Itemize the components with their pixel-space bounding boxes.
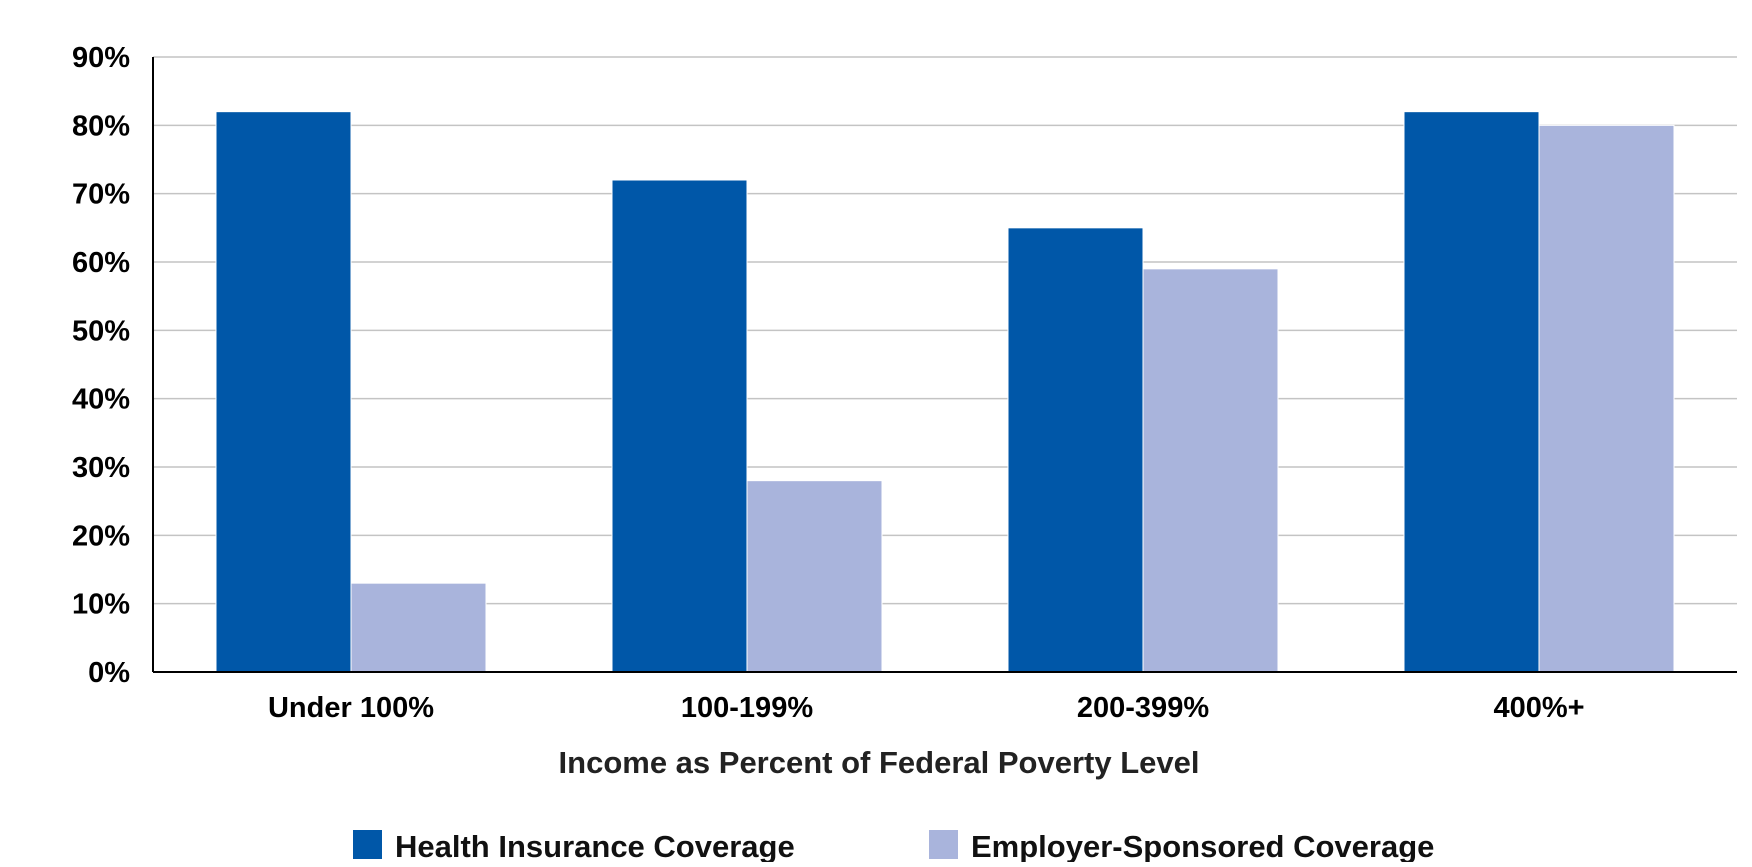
gridlines	[153, 56, 1737, 605]
y-tick-label: 90%	[72, 42, 130, 74]
bar-health-insurance	[1007, 227, 1144, 673]
y-tick-label: 70%	[72, 179, 130, 211]
y-tick-label: 60%	[72, 247, 130, 279]
legend-swatch	[353, 830, 382, 859]
y-tick-label: 50%	[72, 315, 130, 347]
bar-health-insurance	[611, 179, 748, 673]
bar-employer-sponsored	[746, 480, 883, 673]
legend-label: Health Insurance Coverage	[395, 829, 795, 862]
x-category-label: 100-199%	[681, 692, 813, 724]
y-tick-label: 40%	[72, 384, 130, 416]
legend: Health Insurance Coverage Employer-Sponso…	[353, 829, 1434, 864]
bar-employer-sponsored	[350, 582, 487, 673]
bar-health-insurance	[215, 111, 352, 673]
x-category-label: 200-399%	[1077, 692, 1209, 724]
y-tick-label: 10%	[72, 589, 130, 621]
y-axis-ticks: 0% 10% 20% 30% 40% 50% 60% 70% 80% 90%	[72, 42, 130, 689]
y-tick-label: 20%	[72, 520, 130, 552]
bars	[215, 111, 1675, 673]
y-tick-label: 30%	[72, 452, 130, 484]
x-axis-categories: Under 100% 100-199% 200-399% 400%+	[268, 692, 1585, 724]
y-tick-label: 0%	[88, 657, 130, 689]
bar-employer-sponsored	[1142, 268, 1279, 673]
x-category-label: Under 100%	[268, 692, 434, 724]
legend-label: Employer-Sponsored Coverage	[971, 829, 1434, 862]
y-tick-label: 80%	[72, 110, 130, 142]
legend-swatch	[929, 830, 958, 859]
bar-employer-sponsored	[1538, 124, 1675, 673]
x-axis-title: Income as Percent of Federal Poverty Lev…	[559, 745, 1200, 780]
bar-health-insurance	[1403, 111, 1540, 673]
x-category-label: 400%+	[1493, 692, 1584, 724]
